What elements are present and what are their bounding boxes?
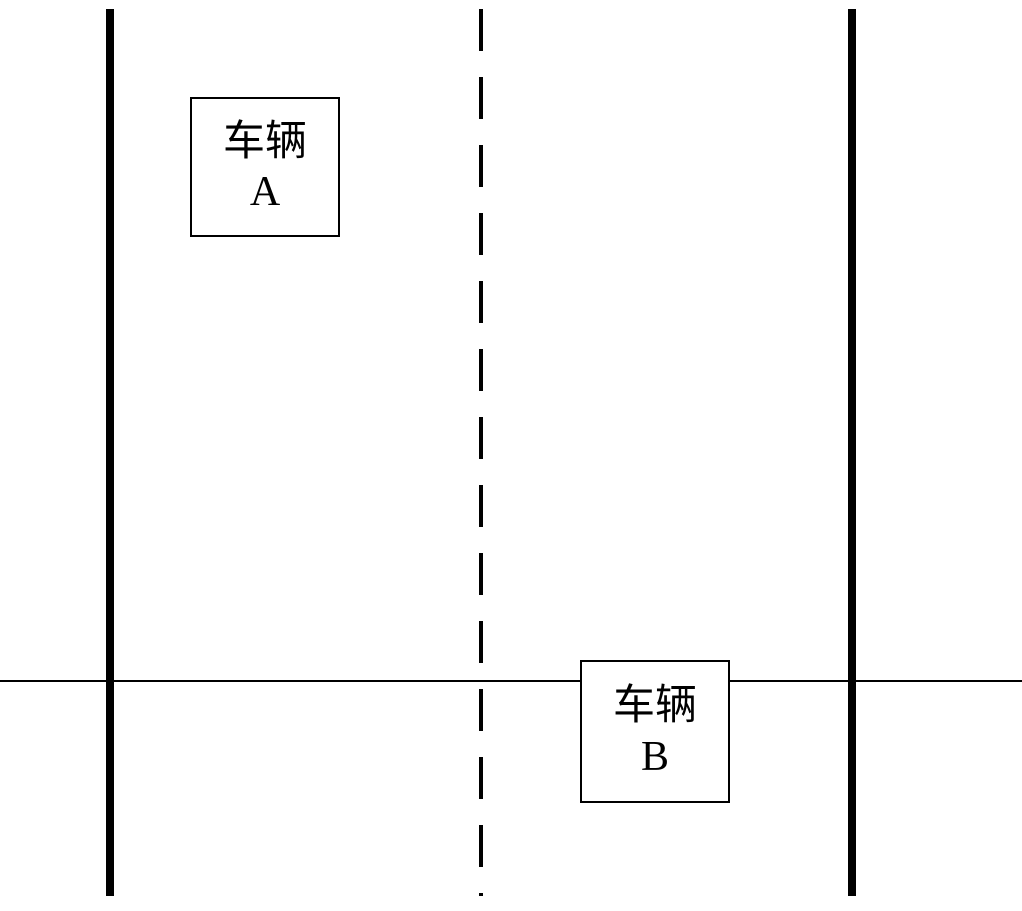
center-dash-segment — [479, 553, 483, 595]
horizontal-crossing-line — [0, 680, 1022, 682]
vehicle-a-label-line2: A — [250, 169, 280, 215]
center-dash-segment — [479, 213, 483, 255]
vehicle-a-box: 车辆 A — [190, 97, 340, 237]
center-dash-segment — [479, 281, 483, 323]
center-dash-segment — [479, 893, 483, 896]
road-diagram: 车辆 A 车辆 B — [0, 0, 1022, 911]
center-dash-segment — [479, 689, 483, 731]
center-dash-segment — [479, 417, 483, 459]
center-dash-segment — [479, 349, 483, 391]
center-dash-segment — [479, 77, 483, 119]
left-road-boundary — [106, 9, 114, 896]
vehicle-a-label: 车辆 A — [223, 117, 307, 218]
vehicle-b-label-line1: 车辆 — [613, 683, 697, 729]
center-dash-segment — [479, 9, 483, 51]
center-dash-segment — [479, 145, 483, 187]
vehicle-b-label: 车辆 B — [613, 681, 697, 782]
center-dash-segment — [479, 485, 483, 527]
right-road-boundary — [848, 9, 856, 896]
center-dash-segment — [479, 757, 483, 799]
center-dash-segment — [479, 825, 483, 867]
vehicle-b-label-line2: B — [641, 734, 669, 780]
vehicle-b-box: 车辆 B — [580, 660, 730, 803]
center-dash-segment — [479, 621, 483, 663]
vehicle-a-label-line1: 车辆 — [223, 119, 307, 165]
